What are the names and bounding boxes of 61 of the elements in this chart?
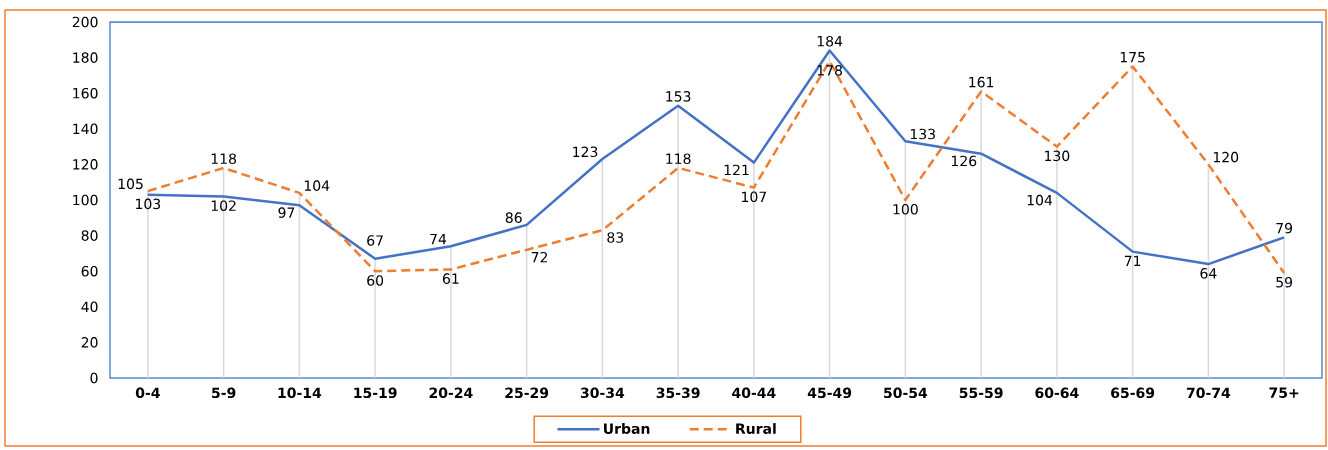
y-tick-label: 180 <box>73 52 98 63</box>
data-label: 60 <box>367 275 384 286</box>
x-tick-label: 45-49 <box>807 387 852 399</box>
x-tick-label: 30-34 <box>580 387 625 399</box>
data-label: 120 <box>1213 151 1239 163</box>
data-label: 123 <box>573 146 598 158</box>
data-label: 86 <box>505 212 522 223</box>
data-label: 64 <box>1200 268 1217 279</box>
x-tick-label: 15-19 <box>354 387 397 399</box>
legend-label: Urban <box>604 423 650 434</box>
y-tick-label: 60 <box>81 265 98 277</box>
data-label: 130 <box>1045 150 1070 162</box>
x-tick-label: 5-9 <box>212 387 236 399</box>
data-label: 175 <box>1120 52 1145 63</box>
data-label: 71 <box>1124 255 1141 266</box>
x-tick-label: 50-54 <box>884 387 928 399</box>
data-label: 118 <box>666 153 691 165</box>
data-label: 184 <box>817 35 843 47</box>
x-tick-label: 0-4 <box>135 387 160 399</box>
x-tick-label: 35-39 <box>656 387 700 399</box>
x-tick-label: 10-14 <box>278 387 322 399</box>
data-label: 74 <box>430 233 447 245</box>
x-tick-label: 75+ <box>1269 387 1299 398</box>
y-tick-label: 80 <box>81 230 98 241</box>
data-label: 161 <box>969 76 994 88</box>
x-tick-label: 60-64 <box>1035 387 1079 399</box>
y-tick-label: 160 <box>73 87 98 99</box>
x-tick-label: 65-69 <box>1111 387 1155 399</box>
data-label: 72 <box>531 251 548 263</box>
x-tick-label: 40-44 <box>732 387 776 399</box>
y-tick-label: 40 <box>81 301 98 313</box>
data-label: 107 <box>742 191 767 203</box>
data-label: 118 <box>211 153 237 165</box>
data-label: 97 <box>278 207 295 218</box>
data-label: 103 <box>136 198 161 210</box>
x-tick-label: 70-74 <box>1186 387 1231 399</box>
y-tick-label: 200 <box>72 16 98 28</box>
y-tick-label: 100 <box>73 194 98 206</box>
y-tick-label: 120 <box>73 159 98 170</box>
data-label: 104 <box>304 180 330 191</box>
data-label: 83 <box>607 232 624 243</box>
data-label: 178 <box>817 65 843 76</box>
data-label: 59 <box>1276 276 1293 288</box>
data-label: 121 <box>724 164 749 176</box>
x-tick-label: 20-24 <box>429 387 473 399</box>
data-label: 67 <box>367 235 383 246</box>
y-tick-label: 20 <box>81 337 98 348</box>
data-label: 100 <box>893 203 918 215</box>
legend-label: Rural <box>736 423 776 434</box>
data-label: 61 <box>442 273 459 284</box>
y-tick-label: 140 <box>73 123 98 135</box>
data-label: 133 <box>910 128 935 140</box>
data-label: 105 <box>118 178 143 190</box>
x-tick-label: 25-29 <box>505 387 549 399</box>
data-label: 79 <box>1276 222 1293 234</box>
x-tick-label: 55-59 <box>959 387 1003 399</box>
data-label: 102 <box>211 200 236 211</box>
data-label: 153 <box>666 91 691 102</box>
data-label: 126 <box>951 155 977 167</box>
data-label: 104 <box>1027 194 1053 206</box>
y-tick-label: 0 <box>90 372 98 384</box>
